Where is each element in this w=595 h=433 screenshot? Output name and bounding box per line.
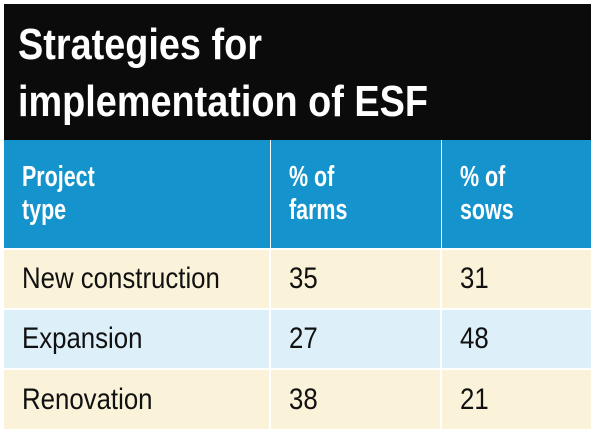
header-line: type xyxy=(22,194,67,226)
strategies-table: Project type % of farms % of sows New const… xyxy=(4,140,591,429)
header-line: % of xyxy=(459,161,505,193)
header-pct-sows: % of sows xyxy=(441,140,591,249)
title-line-1: Strategies for xyxy=(18,20,262,69)
cell-text: 27 xyxy=(289,322,318,355)
cell-text: 38 xyxy=(289,382,318,416)
cell-pct-sows: 31 xyxy=(441,249,591,309)
cell-text: 35 xyxy=(289,262,318,295)
table-row: Expansion 27 48 xyxy=(4,309,591,369)
header-label: Project type xyxy=(22,161,107,227)
cell-pct-farms: 35 xyxy=(270,249,442,309)
cell-project-type: New construction xyxy=(4,249,271,309)
cell-pct-sows: 21 xyxy=(441,369,591,429)
cell-pct-farms: 27 xyxy=(270,309,442,369)
header-line: farms xyxy=(288,194,347,226)
cell-pct-sows: 48 xyxy=(441,309,591,369)
header-label: % of sows xyxy=(460,161,522,227)
header-project-type: Project type xyxy=(4,140,271,249)
cell-text: 21 xyxy=(460,382,489,416)
header-pct-farms: % of farms xyxy=(270,140,442,249)
title-line-2: implementation of ESF xyxy=(18,77,428,126)
cell-text: Expansion xyxy=(22,322,143,355)
title-block: Strategies for implementation of ESF xyxy=(4,4,591,140)
cell-text: 31 xyxy=(460,262,489,295)
table-row: Renovation 38 21 xyxy=(4,369,591,429)
cell-project-type: Renovation xyxy=(4,369,271,429)
table-row: New construction 35 31 xyxy=(4,249,591,309)
header-line: % of xyxy=(288,161,334,193)
header-row: Project type % of farms % of sows xyxy=(4,140,591,249)
cell-project-type: Expansion xyxy=(4,309,271,369)
header-line: Project xyxy=(22,161,95,193)
cell-text: Renovation xyxy=(22,382,153,416)
header-line: sows xyxy=(459,194,514,226)
header-label: % of farms xyxy=(289,161,357,227)
cell-text: New construction xyxy=(22,262,220,295)
cell-pct-farms: 38 xyxy=(270,369,442,429)
cell-text: 48 xyxy=(460,322,489,355)
